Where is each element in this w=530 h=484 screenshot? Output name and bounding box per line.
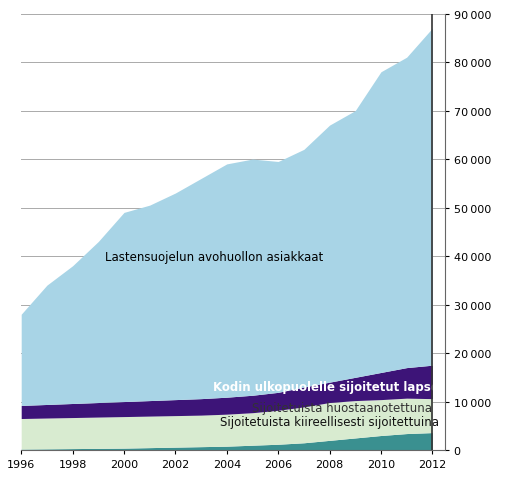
Text: Sijoitetuista kiireellisesti sijoitettuina: Sijoitetuista kiireellisesti sijoitettui… bbox=[220, 416, 439, 428]
Text: Kodin ulkopuolelle sijoitetut lapset ja nuoret: Kodin ulkopuolelle sijoitetut lapset ja … bbox=[213, 380, 508, 393]
Text: Sijoitetuista huostaanotettuna: Sijoitetuista huostaanotettuna bbox=[252, 402, 432, 414]
Text: Lastensuojelun avohuollon asiakkaat: Lastensuojelun avohuollon asiakkaat bbox=[105, 250, 323, 263]
